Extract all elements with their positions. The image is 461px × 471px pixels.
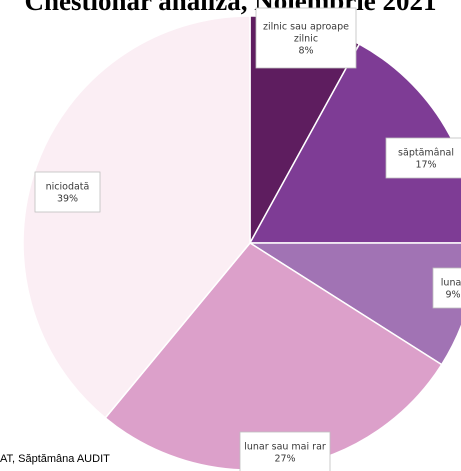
callout-box bbox=[239, 431, 331, 471]
source-note: AT, Săptămâna AUDIT bbox=[0, 453, 110, 465]
slice-category-label: zilnic sau aproape bbox=[263, 22, 349, 33]
slice-value-label: 27% bbox=[274, 454, 295, 465]
callout-box bbox=[255, 7, 357, 69]
callout-box bbox=[34, 171, 101, 213]
pie-slice-2 bbox=[248, 43, 461, 244]
pie-slice-5 bbox=[22, 15, 251, 419]
slices-layer bbox=[22, 15, 461, 471]
slice-value-label: 8% bbox=[298, 46, 313, 57]
slice-callout-3: lunar9% bbox=[432, 267, 461, 309]
slice-value-label: 39% bbox=[57, 194, 78, 205]
slice-value-label: 17% bbox=[415, 160, 436, 171]
pie-slice-3 bbox=[247, 242, 461, 366]
callout-box bbox=[385, 137, 461, 179]
slice-value-label: 9% bbox=[445, 290, 460, 301]
slice-category-label: lunar sau mai rar bbox=[244, 442, 326, 453]
slice-category-label: niciodată bbox=[46, 182, 90, 193]
slice-category-label: zilnic bbox=[294, 34, 318, 45]
callout-box bbox=[432, 267, 461, 309]
slice-category-label: lunar bbox=[441, 278, 461, 289]
slice-category-label: săptămânal bbox=[398, 148, 454, 159]
